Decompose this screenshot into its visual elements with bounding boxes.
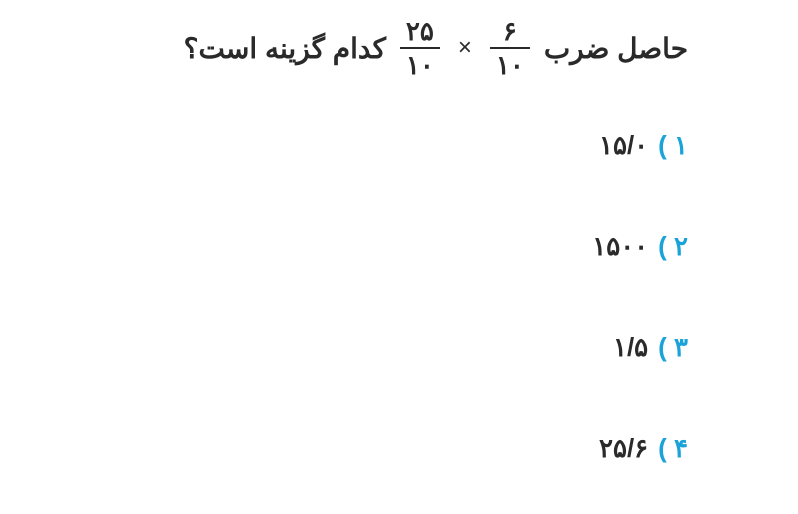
question-row: حاصل ضرب ۶ ۱۰ × ۲۵ ۱۰ کدام گزینه است؟ [110,18,688,78]
options-list: ( ۱ ۱۵/۰ ( ۲ ۱۵۰۰ ( ۳ ۱/۵ ( ۴ ۲۵/۶ [592,130,688,464]
option-4-marker: ( ۴ [658,433,688,464]
option-3[interactable]: ( ۳ ۱/۵ [592,332,688,363]
option-2-marker: ( ۲ [658,231,688,262]
multiply-operator: × [454,34,476,62]
option-3-marker: ( ۳ [658,332,688,363]
option-2-value: ۱۵۰۰ [592,231,648,262]
fraction-1: ۶ ۱۰ [490,18,530,78]
fraction-2-bar [400,47,440,49]
fraction-2-denominator: ۱۰ [400,52,440,78]
fraction-2-numerator: ۲۵ [400,18,440,44]
option-1-marker: ( ۱ [658,130,688,161]
fraction-2: ۲۵ ۱۰ [400,18,440,78]
option-2[interactable]: ( ۲ ۱۵۰۰ [592,231,688,262]
question-suffix: کدام گزینه است؟ [184,32,386,65]
fraction-1-bar [490,47,530,49]
option-4-value: ۲۵/۶ [599,433,648,464]
option-1-value: ۱۵/۰ [599,130,648,161]
option-3-value: ۱/۵ [613,332,648,363]
fraction-1-numerator: ۶ [497,18,523,44]
option-4[interactable]: ( ۴ ۲۵/۶ [592,433,688,464]
option-1[interactable]: ( ۱ ۱۵/۰ [592,130,688,161]
question-prefix: حاصل ضرب [544,32,688,65]
fraction-1-denominator: ۱۰ [490,52,530,78]
